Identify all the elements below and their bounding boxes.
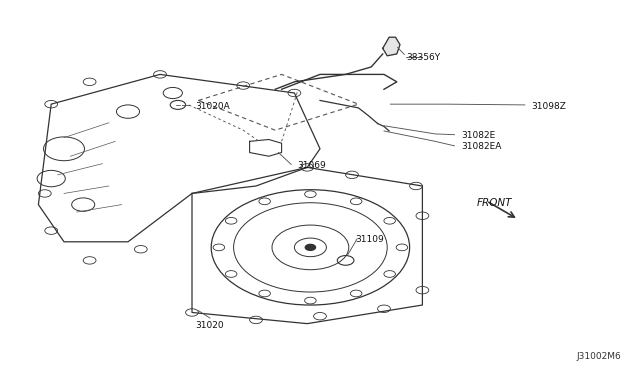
Text: 31082EA: 31082EA	[461, 142, 501, 151]
Text: J31002M6: J31002M6	[576, 352, 621, 361]
Circle shape	[305, 244, 316, 250]
Text: 31020: 31020	[195, 321, 224, 330]
Text: 31020A: 31020A	[195, 102, 230, 110]
Text: 31069: 31069	[298, 161, 326, 170]
Text: 38356Y: 38356Y	[406, 53, 440, 62]
Polygon shape	[383, 37, 400, 56]
Text: 31098Z: 31098Z	[531, 102, 566, 110]
Text: 31109: 31109	[355, 235, 384, 244]
Text: FRONT: FRONT	[477, 198, 512, 208]
Text: 31082E: 31082E	[461, 131, 495, 140]
